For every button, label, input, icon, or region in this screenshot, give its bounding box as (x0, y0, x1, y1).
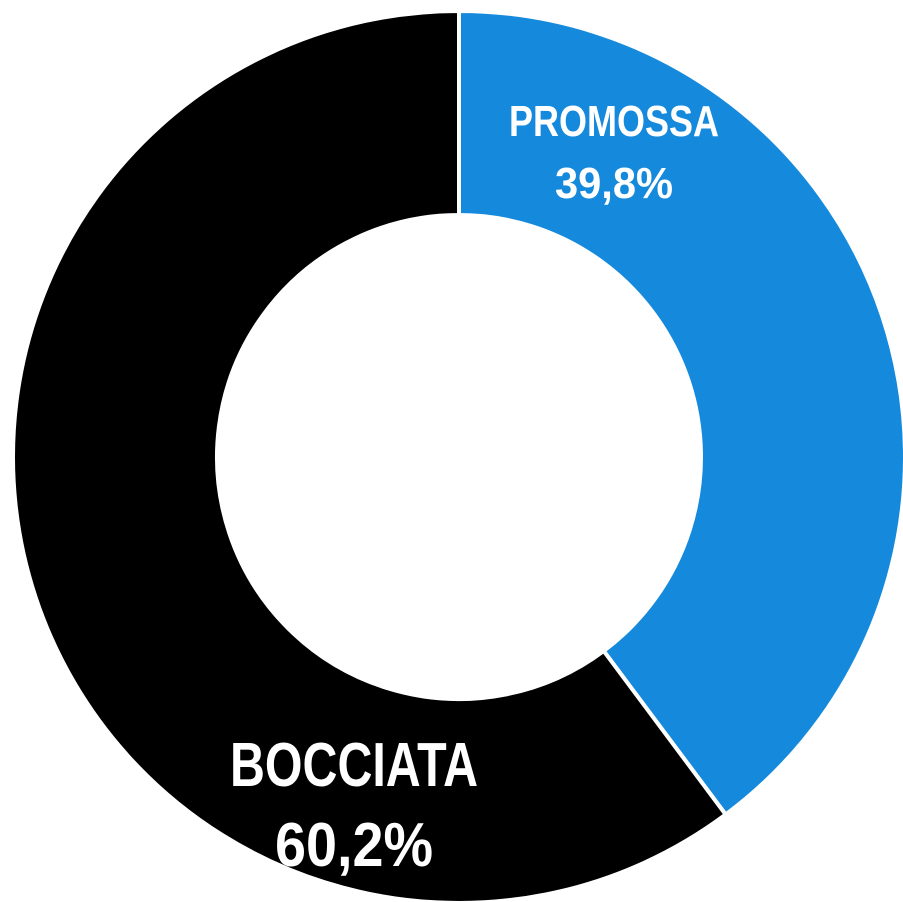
slice-label-promossa: PROMOSSA (509, 97, 719, 146)
slice-label-bocciata: BOCCIATA (230, 731, 478, 800)
slice-label-group-promossa: PROMOSSA 39,8% (509, 97, 719, 208)
donut-slice-bocciata (11, 8, 729, 902)
slice-label-group-bocciata: BOCCIATA 60,2% (230, 731, 478, 880)
donut-slices (11, 8, 903, 902)
slice-value-bocciata: 60,2% (275, 811, 433, 880)
donut-slice-promossa (457, 8, 903, 818)
slice-value-promossa: 39,8% (555, 159, 673, 208)
